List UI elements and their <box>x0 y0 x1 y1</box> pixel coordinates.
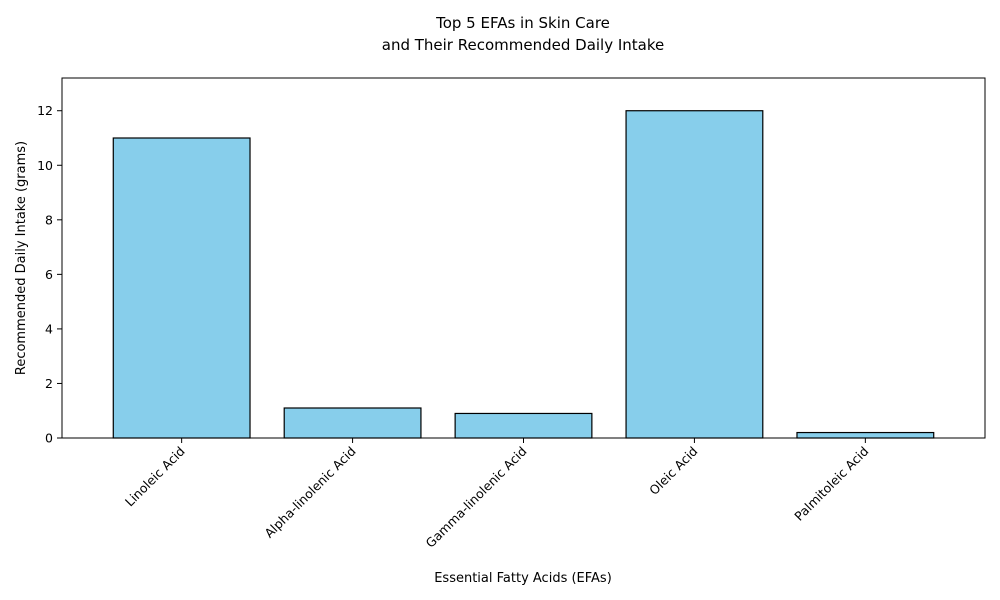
x-tick-label: Gamma-linolenic Acid <box>423 444 530 551</box>
chart-title-line-1: Top 5 EFAs in Skin Care <box>435 14 610 32</box>
bar-palmitoleic-acid <box>796 431 935 439</box>
y-axis: 0 2 4 6 8 10 12 <box>37 103 62 446</box>
bar-oleic-acid <box>625 110 764 439</box>
bars-group <box>112 110 935 439</box>
x-tick-label: Alpha-linolenic Acid <box>261 444 358 541</box>
x-axis-label: Essential Fatty Acids (EFAs) <box>434 571 612 586</box>
bar-linoleic-acid <box>112 137 251 439</box>
y-tick-label: 6 <box>45 267 53 282</box>
x-axis: Linoleic Acid Alpha-linolenic Acid Gamma-l… <box>122 438 871 551</box>
y-tick-label: 12 <box>37 103 53 118</box>
y-tick-label: 10 <box>37 158 53 173</box>
y-tick-label: 0 <box>45 431 53 446</box>
y-tick-label: 2 <box>45 376 53 391</box>
y-axis-label: Recommended Daily Intake (grams) <box>14 141 29 375</box>
plot-area-frame <box>61 77 986 439</box>
x-tick-label: Linoleic Acid <box>122 444 188 510</box>
x-tick-label: Palmitoleic Acid <box>791 444 871 524</box>
bar-alpha-linolenic-acid <box>283 407 422 439</box>
y-tick-label: 4 <box>45 321 53 336</box>
chart-title-line-2: and Their Recommended Daily Intake <box>382 36 665 54</box>
y-tick-label: 8 <box>45 212 53 227</box>
x-tick-label: Oleic Acid <box>646 444 700 498</box>
bar-gamma-linolenic-acid <box>454 412 593 439</box>
